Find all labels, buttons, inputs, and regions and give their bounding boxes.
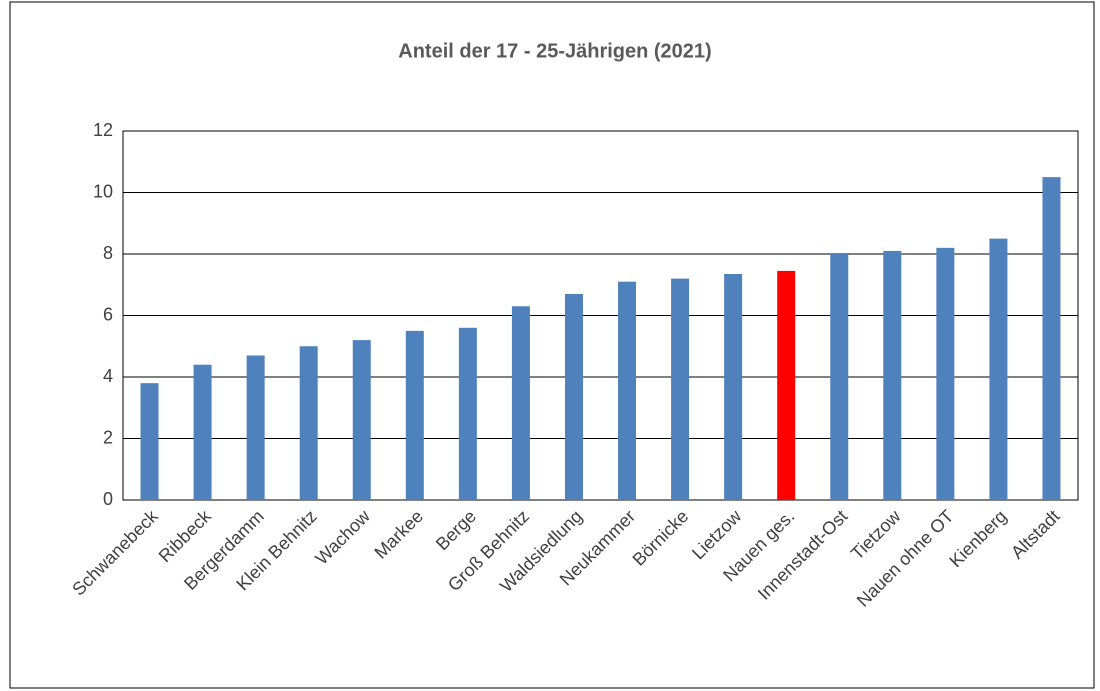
y-tick-label: 0 xyxy=(103,489,113,509)
bar xyxy=(989,238,1008,500)
bar xyxy=(246,355,265,500)
bar xyxy=(777,270,796,500)
chart-title: Anteil der 17 - 25-Jährigen (2021) xyxy=(398,40,711,62)
y-tick-label: 6 xyxy=(103,304,113,324)
y-tick-label: 12 xyxy=(93,120,113,140)
bar xyxy=(618,281,637,500)
bar xyxy=(936,247,955,500)
bar xyxy=(883,250,902,500)
bar xyxy=(671,278,690,500)
bar xyxy=(1042,177,1061,500)
bar xyxy=(140,383,159,500)
bar xyxy=(458,327,477,500)
y-tick-label: 4 xyxy=(103,366,113,386)
y-tick-label: 10 xyxy=(93,181,113,201)
bar xyxy=(299,346,318,500)
bar xyxy=(352,340,371,500)
bar xyxy=(405,330,424,500)
chart-frame xyxy=(9,1,1095,689)
bar xyxy=(830,254,849,500)
bar xyxy=(511,306,530,500)
y-tick-label: 8 xyxy=(103,243,113,263)
bar xyxy=(564,293,583,500)
bar xyxy=(724,273,743,500)
y-tick-label: 2 xyxy=(103,427,113,447)
bar xyxy=(193,364,212,500)
